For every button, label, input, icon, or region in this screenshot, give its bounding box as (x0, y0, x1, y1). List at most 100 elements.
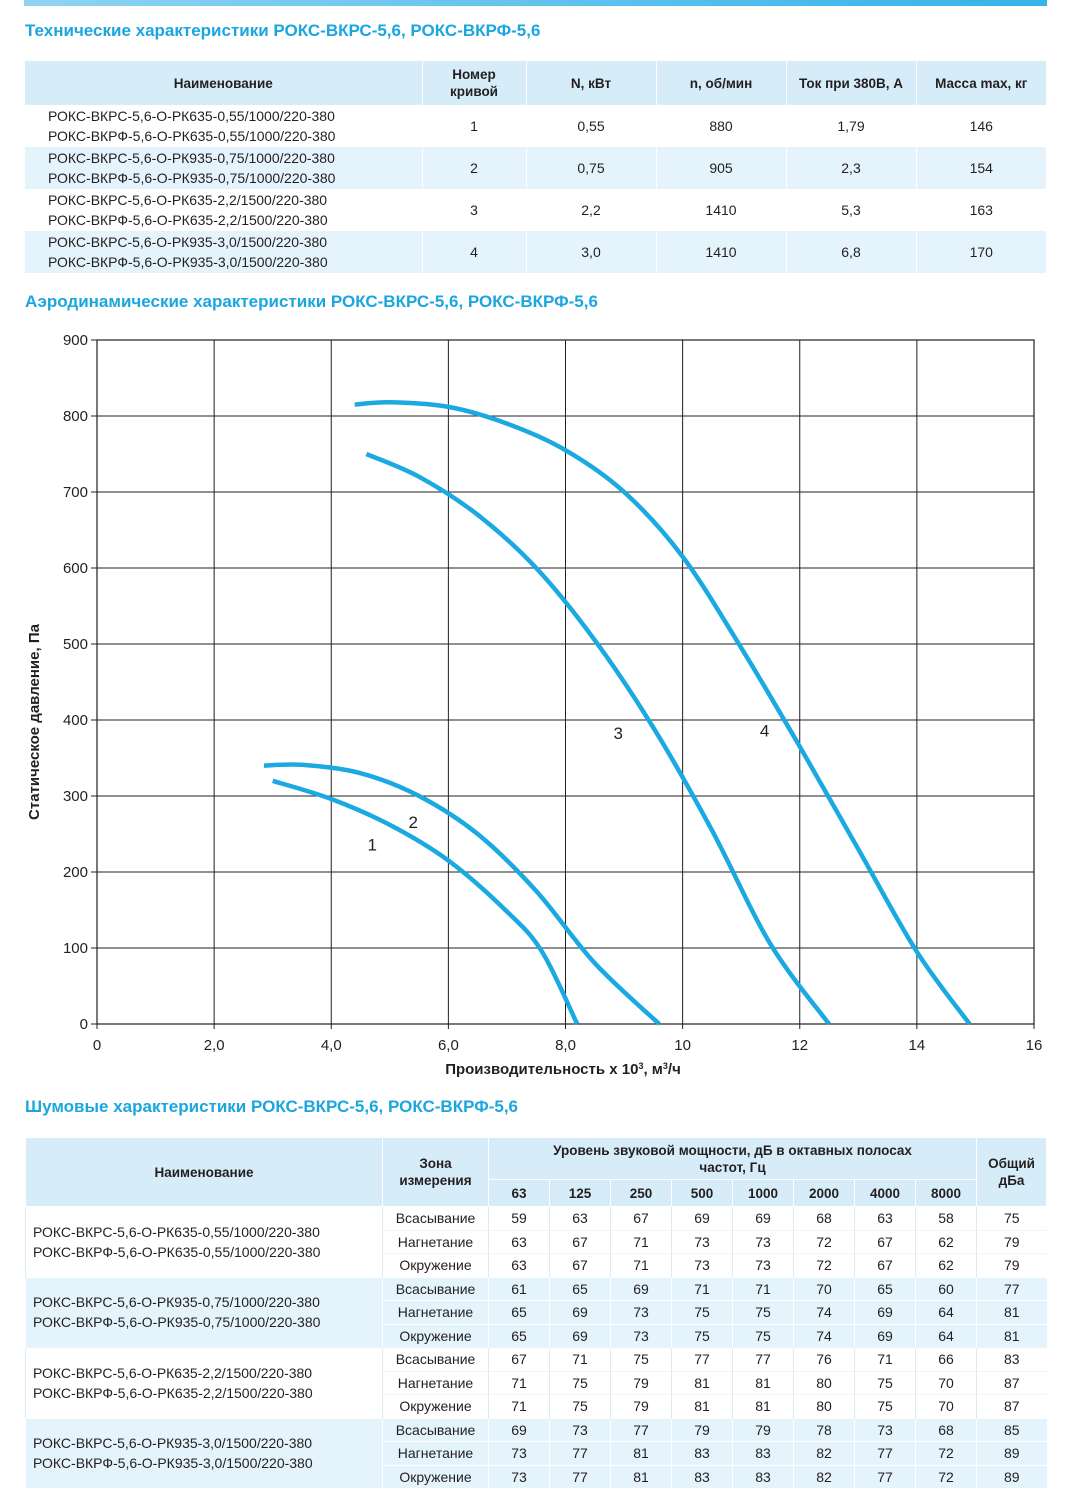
noise-cell-value: 67 (854, 1229, 916, 1254)
noise-cell-value: 61 (488, 1276, 550, 1301)
noise-cell-zone: Всасывание (382, 1347, 489, 1371)
noise-cell-value: 70 (914, 1394, 977, 1418)
x-tick-label: 2,0 (204, 1037, 225, 1054)
tech-cell-power: 0,75 (525, 147, 656, 189)
tech-cell-mass: 170 (915, 231, 1046, 273)
noise-cell-value: 71 (854, 1347, 916, 1371)
noise-cell-value: 63 (488, 1253, 550, 1277)
noise-cell-total: 79 (976, 1253, 1047, 1277)
noise-cell-value: 75 (854, 1370, 916, 1395)
noise-cell-value: 73 (671, 1253, 733, 1277)
noise-cell-zone: Нагнетание (382, 1229, 489, 1254)
tech-cell-power: 2,2 (525, 189, 656, 231)
noise-cell-total: 87 (976, 1370, 1047, 1395)
noise-cell-value: 73 (854, 1417, 916, 1442)
noise-cell-total: 89 (976, 1464, 1047, 1488)
aero-chart: 0 2,0 4,0 6,0 8,0 10 12 14 160100200300400500600… (26, 332, 1043, 1078)
noise-row: РОКС-ВКРС-5,6-О-РК635-2,2/1500/220-380 РО… (25, 1347, 1047, 1418)
noise-cell-value: 79 (732, 1417, 794, 1442)
tech-cell-rpm: 1410 (655, 231, 786, 273)
noise-row: РОКС-ВКРС-5,6-О-РК635-0,55/1000/220-380 Р… (25, 1206, 1047, 1277)
noise-cell-value: 79 (610, 1394, 672, 1418)
y-tick-label: 300 (63, 788, 88, 805)
noise-cell-value: 68 (914, 1417, 977, 1442)
noise-cell-value: 74 (793, 1323, 855, 1348)
noise-cell-value: 70 (793, 1276, 855, 1301)
tech-cell-rpm: 905 (655, 147, 786, 189)
curve-1 (272, 778, 580, 1025)
freq-header: 2000 (793, 1179, 855, 1207)
freq-header: 4000 (854, 1179, 916, 1207)
noise-cell-value: 65 (488, 1323, 550, 1348)
noise-cell-value: 75 (854, 1394, 916, 1418)
noise-title: Шумовые характеристики РОКС-ВКРС-5,6, РО… (25, 1097, 518, 1116)
curve-label: 4 (760, 722, 769, 741)
noise-header-name: Наименование (25, 1137, 383, 1207)
noise-cell-value: 76 (793, 1347, 855, 1371)
x-axis-label: Производительность x 103, м3/ч (445, 1061, 681, 1078)
tech-cell-current: 2,3 (785, 147, 916, 189)
curve-label: 1 (368, 836, 377, 855)
noise-row: Окружение 63 67 71 73 73 72 67 62 79 (26, 1253, 1047, 1277)
noise-cell-value: 81 (671, 1370, 733, 1395)
noise-row: РОКС-ВКРС-5,6-О-РК935-0,75/1000/220-380 Р… (25, 1276, 1047, 1348)
noise-cell-value: 63 (488, 1229, 550, 1254)
noise-cell-total: 81 (976, 1323, 1047, 1348)
freq-header: 1000 (732, 1179, 794, 1207)
noise-header-level: Уровень звуковой мощности, дБ в октавных… (487, 1137, 978, 1180)
noise-cell-total: 83 (976, 1347, 1047, 1371)
noise-cell-value: 73 (732, 1229, 794, 1254)
noise-cell-total: 81 (976, 1300, 1047, 1324)
noise-cell-value: 67 (488, 1347, 550, 1371)
noise-cell-value: 63 (549, 1206, 611, 1230)
noise-cell-value: 81 (732, 1370, 794, 1395)
noise-cell-zone: Нагнетание (382, 1370, 489, 1395)
noise-cell-value: 77 (549, 1464, 611, 1488)
noise-cell-value: 69 (732, 1206, 794, 1230)
tech-cell-mass: 154 (915, 147, 1046, 189)
noise-cell-value: 71 (488, 1394, 550, 1418)
noise-cell-value: 77 (610, 1417, 672, 1442)
y-tick-label: 0 (80, 1016, 88, 1033)
y-axis-label: Статическое давление, Па (26, 623, 43, 820)
noise-row: РОКС-ВКРС-5,6-О-РК935-3,0/1500/220-380 РО… (25, 1417, 1047, 1488)
noise-cell-value: 71 (610, 1229, 672, 1254)
noise-row: Нагнетание 71 75 79 81 81 80 75 70 87 (26, 1370, 1047, 1395)
x-tick-label: 16 (1026, 1037, 1043, 1054)
noise-cell-value: 65 (488, 1300, 550, 1324)
noise-cell-value: 83 (732, 1464, 794, 1488)
noise-cell-name: РОКС-ВКРС-5,6-О-РК935-3,0/1500/220-380 РО… (25, 1417, 383, 1488)
noise-cell-value: 68 (793, 1206, 855, 1230)
tech-cell-rpm: 1410 (655, 189, 786, 231)
noise-row: Нагнетание 65 69 73 75 75 74 69 64 81 (26, 1300, 1047, 1324)
noise-cell-value: 81 (610, 1464, 672, 1488)
noise-cell-value: 73 (671, 1229, 733, 1254)
noise-header-total: Общий дБа (976, 1137, 1048, 1207)
y-tick-label: 400 (63, 712, 88, 729)
tech-cell-power: 3,0 (525, 231, 656, 273)
x-tick-label: 14 (909, 1037, 926, 1054)
tech-specs-table: Наименование Номер кривой N, кВт n, об/ми… (25, 61, 1046, 273)
tech-specs-title: Технические характеристики РОКС-ВКРС-5,6… (25, 21, 541, 40)
noise-cell-total: 89 (976, 1441, 1047, 1465)
noise-cell-value: 77 (854, 1441, 916, 1465)
curve-4 (354, 400, 972, 1026)
noise-cell-value: 77 (732, 1347, 794, 1371)
noise-freq-row: 63 125 250 500 1000 2000 4000 8000 (26, 1179, 1047, 1207)
noise-table: Наименование Зона измерения Уровень звуко… (25, 1137, 1048, 1488)
y-tick-label: 200 (63, 864, 88, 881)
tech-header-current: Ток при 380В, А (785, 61, 916, 105)
tech-cell-name: РОКС-ВКРС-5,6-О-РК635-2,2/1500/220-380 РО… (25, 189, 422, 231)
freq-header: 63 (488, 1179, 550, 1207)
x-tick-label: 8,0 (555, 1037, 576, 1054)
noise-cell-value: 69 (549, 1323, 611, 1348)
noise-cell-total: 85 (976, 1417, 1047, 1442)
noise-cell-value: 72 (914, 1464, 977, 1488)
noise-cell-value: 70 (914, 1370, 977, 1395)
freq-header: 250 (610, 1179, 672, 1207)
noise-cell-zone: Окружение (382, 1323, 489, 1348)
noise-cell-total: 77 (976, 1276, 1047, 1301)
tech-cell-mass: 146 (915, 105, 1046, 147)
noise-cell-value: 75 (549, 1370, 611, 1395)
noise-cell-value: 65 (854, 1276, 916, 1301)
